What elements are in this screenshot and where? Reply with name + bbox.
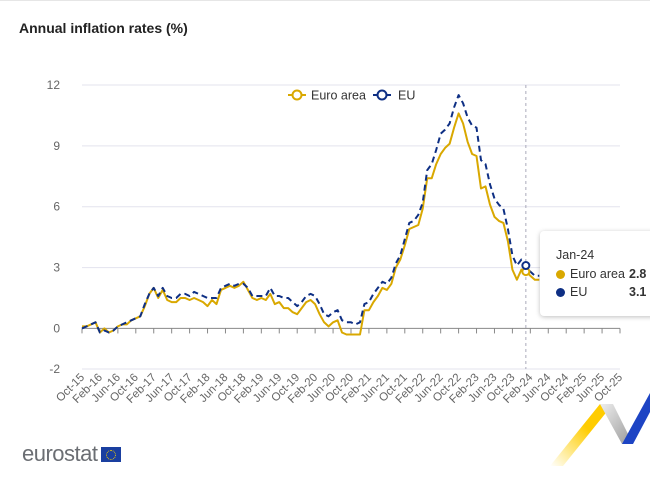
legend-eu-marker (376, 89, 388, 101)
tooltip-row-euro-area: Euro area (556, 267, 625, 281)
eu-hover-marker (521, 261, 531, 271)
tooltip-label: EU (570, 285, 588, 299)
eu-flag-icon (100, 446, 121, 462)
y-tick-label: -2 (49, 362, 60, 376)
x-axis: Oct-15Feb-16Jun-16Oct-16Feb-17Jun-17Oct-… (54, 328, 625, 406)
eurostat-logo[interactable]: eurostat (22, 441, 121, 467)
eu-dot-icon (556, 287, 565, 297)
hover-markers (521, 261, 531, 277)
euro-area-series-line (82, 112, 540, 336)
legend-eu-label[interactable]: EU (398, 89, 415, 103)
top-border (0, 0, 650, 1)
legend-euro-area-marker (291, 89, 303, 101)
tooltip: Jan-24 Euro area 2.8 EU 3.1 (540, 231, 650, 316)
euro-area-dot-icon (556, 269, 565, 279)
tooltip-value: 3.1 (629, 285, 647, 299)
ribbon-graphic (550, 393, 650, 466)
tooltip-row-eu: EU (556, 285, 587, 299)
tooltip-value: 2.8 (629, 267, 647, 281)
y-tick-label: 0 (53, 321, 60, 335)
y-axis: -2 0 3 6 9 12 (47, 78, 61, 376)
tooltip-label: Euro area (570, 267, 625, 281)
y-tick-label: 9 (53, 139, 60, 153)
tooltip-date: Jan-24 (556, 248, 595, 262)
chart-title: Annual inflation rates (%) (19, 20, 188, 36)
logo-text: eurostat (22, 441, 98, 466)
legend[interactable]: Euro area EU (288, 89, 415, 103)
y-tick-label: 12 (47, 78, 61, 92)
legend-euro-area-label[interactable]: Euro area (311, 89, 366, 103)
eu-series-line (81, 94, 540, 334)
y-tick-label: 6 (53, 200, 60, 214)
grid (82, 84, 620, 370)
series-lines (81, 94, 540, 336)
y-tick-label: 3 (53, 261, 60, 275)
